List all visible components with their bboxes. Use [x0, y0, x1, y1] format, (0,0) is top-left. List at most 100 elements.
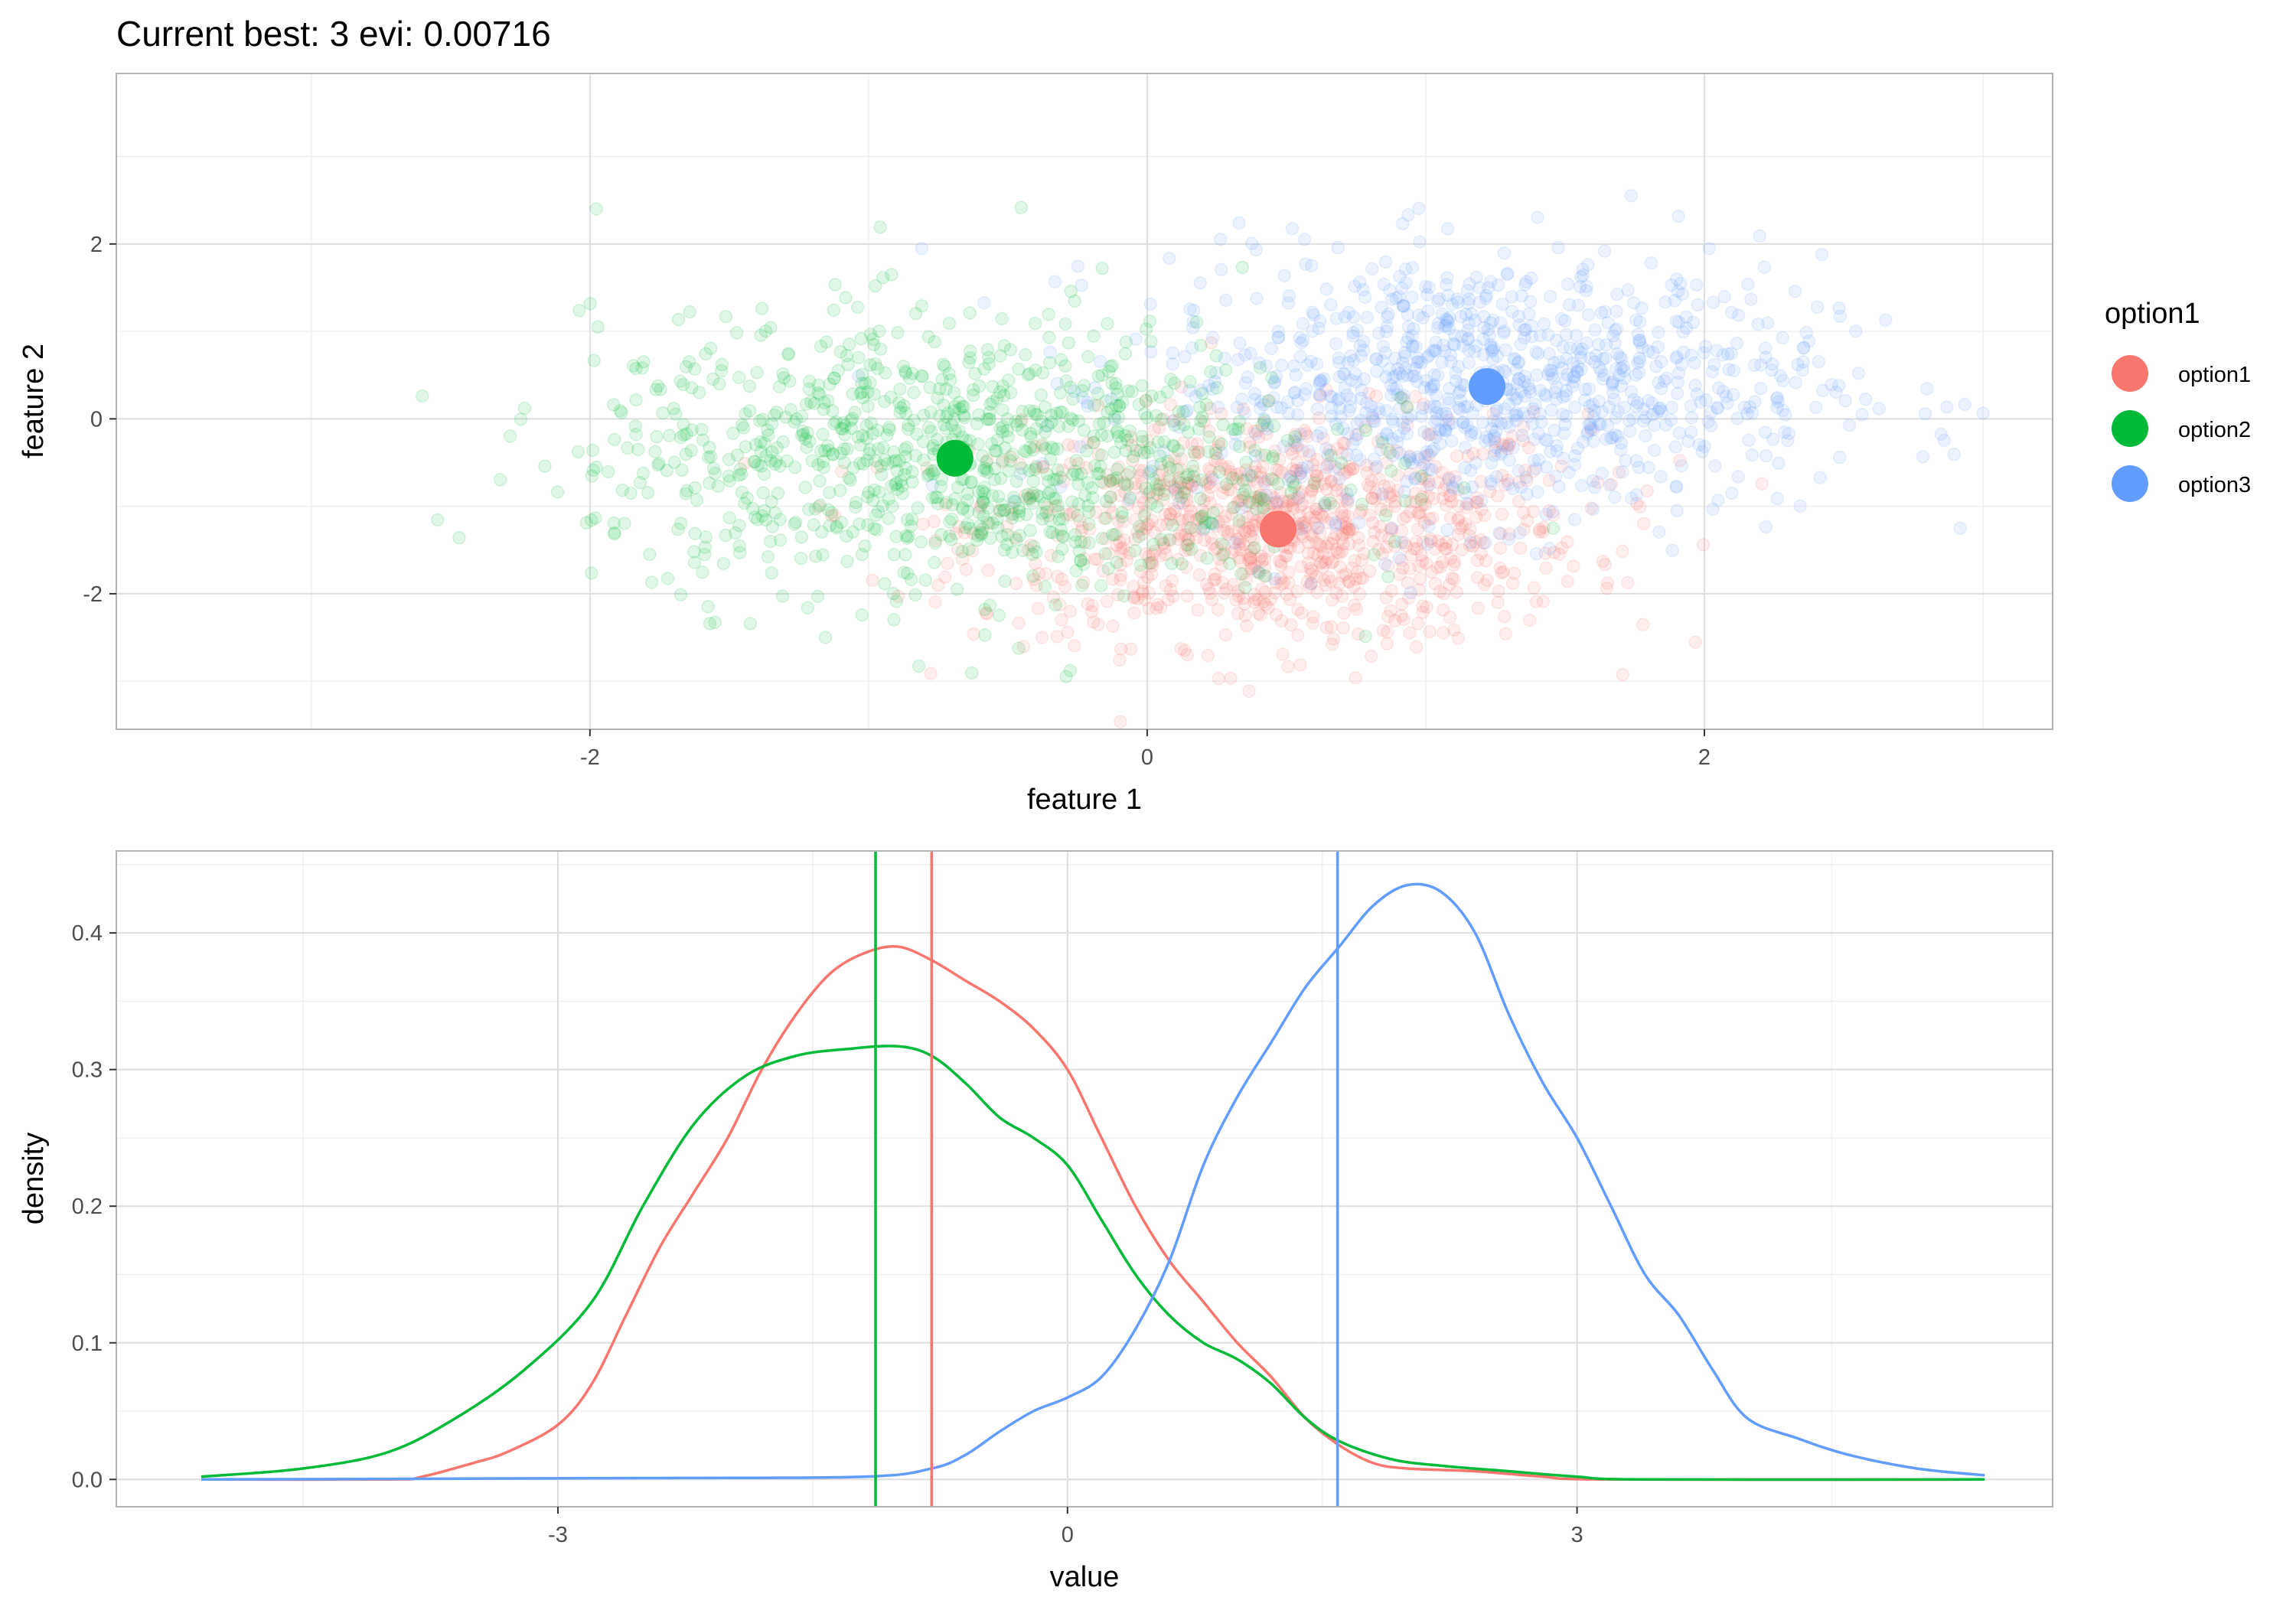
scatter-point: [911, 500, 925, 515]
scatter-point: [1423, 624, 1437, 639]
scatter-point: [1451, 295, 1465, 309]
scatter-point: [1462, 344, 1476, 357]
legend-title: option1: [2105, 298, 2200, 330]
scatter-point: [1538, 387, 1551, 402]
scatter-point: [1375, 301, 1388, 315]
scatter-point: [1621, 283, 1635, 297]
scatter-point: [1183, 375, 1197, 389]
scatter-point: [1114, 435, 1128, 450]
scatter-point: [633, 475, 647, 490]
scatter-point: [1238, 609, 1252, 623]
scatter-point: [1439, 312, 1453, 326]
scatter-point: [1091, 618, 1105, 631]
scatter-point: [1672, 426, 1687, 440]
scatter-point: [1934, 427, 1948, 442]
scatter-point: [1412, 583, 1426, 597]
scatter-point: [1207, 573, 1221, 587]
scatter-point: [1106, 572, 1120, 586]
scatter-point: [1251, 424, 1264, 438]
scatter-point: [928, 334, 941, 349]
scatter-point: [1248, 459, 1263, 474]
scatter-point: [802, 374, 817, 389]
scatter-point: [1244, 544, 1257, 558]
scatter-point: [1296, 334, 1310, 347]
scatter-point: [1546, 521, 1561, 536]
scatter-point: [1313, 376, 1326, 391]
scatter-point: [1443, 552, 1458, 566]
scatter-point: [1313, 373, 1327, 387]
scatter-point: [1223, 556, 1237, 571]
scatter-point: [1474, 494, 1489, 508]
scatter-point: [1388, 535, 1402, 549]
scatter-point: [1061, 438, 1075, 452]
scatter-point: [1310, 469, 1324, 484]
scatter-point: [1515, 429, 1529, 442]
scatter-point: [1353, 453, 1367, 467]
scatter-point: [1267, 444, 1282, 458]
scatter-point: [1111, 460, 1126, 474]
scatter-point: [1518, 464, 1532, 478]
scatter-point: [1336, 367, 1351, 381]
scatter-point: [1050, 442, 1065, 456]
scatter-point: [1431, 317, 1446, 331]
scatter-point: [1380, 310, 1394, 324]
scatter-point: [978, 628, 992, 642]
scatter-point: [1133, 468, 1147, 483]
scatter-point: [1335, 544, 1349, 559]
scatter-point: [1009, 414, 1023, 429]
scatter-point: [706, 461, 721, 475]
scatter-point: [1690, 387, 1704, 401]
scatter-point: [1336, 435, 1350, 450]
scatter-point: [1283, 470, 1297, 484]
scatter-point: [1627, 295, 1641, 310]
scatter-point: [1671, 209, 1685, 223]
scatter-point: [1182, 383, 1196, 398]
scatter-point: [1629, 399, 1644, 413]
scatter-point: [1427, 368, 1441, 382]
scatter-point: [1178, 350, 1192, 364]
scatter-point: [1153, 519, 1167, 533]
scatter-point: [722, 474, 737, 488]
scatter-point: [1117, 533, 1131, 547]
scatter-point: [1418, 280, 1433, 294]
scatter-point: [1055, 613, 1068, 627]
scatter-point: [1420, 600, 1433, 614]
scatter-point: [1240, 422, 1254, 435]
scatter-point: [1267, 375, 1282, 389]
scatter-point: [1479, 288, 1493, 303]
scatter-point: [1155, 464, 1169, 478]
scatter-point: [1557, 426, 1571, 440]
scatter-x-tick-label: 2: [1698, 745, 1711, 770]
scatter-point: [1203, 464, 1218, 478]
scatter-point: [1688, 635, 1702, 649]
scatter-point: [1324, 474, 1338, 489]
scatter-point: [1267, 586, 1282, 600]
scatter-point: [1309, 510, 1323, 524]
scatter-point: [1855, 408, 1869, 422]
scatter-point: [1359, 458, 1374, 472]
scatter-point: [1476, 536, 1491, 550]
scatter-point: [1716, 348, 1730, 362]
scatter-point: [1241, 553, 1256, 567]
scatter-point: [1427, 491, 1441, 506]
scatter-point: [1604, 478, 1619, 491]
scatter-point: [1274, 577, 1289, 591]
scatter-point: [1440, 523, 1454, 537]
scatter-point: [1401, 331, 1415, 345]
density-x-axis-title: value: [1050, 1561, 1120, 1593]
scatter-point: [1039, 419, 1053, 433]
scatter-point: [1506, 441, 1520, 455]
scatter-point: [1574, 350, 1588, 365]
scatter-point: [1478, 509, 1492, 523]
scatter-point: [1014, 200, 1028, 214]
scatter-point: [1645, 407, 1659, 422]
scatter-point: [1598, 557, 1612, 572]
scatter-point: [1633, 315, 1647, 329]
scatter-point: [1753, 229, 1766, 243]
scatter-point: [1413, 471, 1427, 486]
scatter-point: [992, 608, 1006, 622]
scatter-point: [1388, 614, 1402, 627]
scatter-point: [583, 296, 598, 311]
scatter-point: [703, 617, 717, 631]
scatter-point: [1380, 455, 1394, 470]
